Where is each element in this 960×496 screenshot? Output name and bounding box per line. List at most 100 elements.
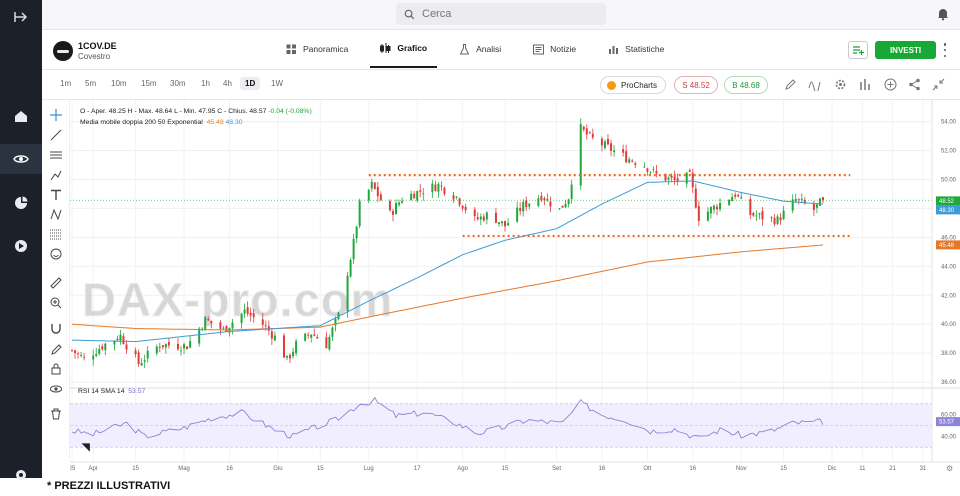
sell-button[interactable]: S 48.52 <box>674 76 718 94</box>
visibility-icon[interactable] <box>50 383 62 395</box>
tab-panoramica[interactable]: Panoramica <box>276 30 358 68</box>
expand-menu-icon[interactable] <box>0 2 42 32</box>
candle-body <box>525 200 528 208</box>
candle <box>431 179 434 199</box>
timeframe-15m[interactable]: 15m <box>141 79 157 88</box>
candle <box>373 181 376 190</box>
candle <box>791 194 794 214</box>
candle <box>83 353 86 361</box>
invest-button[interactable]: INVESTI <box>875 41 936 59</box>
candle <box>388 199 391 212</box>
candle-body <box>379 194 382 201</box>
tab-statistiche[interactable]: Statistiche <box>598 30 674 68</box>
timeframe-30m[interactable]: 30m <box>170 79 186 88</box>
candle-body <box>270 331 273 339</box>
candle <box>379 191 382 201</box>
candle-body <box>479 216 482 220</box>
procharts-button[interactable]: ProCharts <box>600 76 666 94</box>
candle-body <box>628 159 631 163</box>
trendline-icon[interactable] <box>50 129 62 141</box>
indicators-icon[interactable] <box>808 78 821 91</box>
candle <box>376 181 379 203</box>
candle-body <box>210 320 213 324</box>
chart-toolbar: 1m 5m 10m 15m 30m 1h 4h 1D 1W ProCharts S 48.52 … <box>42 70 960 100</box>
candle-body <box>116 338 119 341</box>
candle <box>355 225 358 244</box>
add-icon[interactable] <box>884 78 897 91</box>
candle-body <box>243 309 246 314</box>
crosshair-icon[interactable] <box>50 109 62 121</box>
axis-settings-icon[interactable]: ⚙ <box>946 464 953 473</box>
ruler-icon[interactable] <box>50 277 62 289</box>
candle-body <box>752 212 755 216</box>
settings-icon[interactable] <box>0 458 42 488</box>
instrument-name: Covestro <box>78 52 111 61</box>
home-icon[interactable] <box>0 101 42 131</box>
candle <box>588 131 591 134</box>
candle-body <box>77 353 80 355</box>
candle <box>540 191 543 203</box>
news-icon <box>533 44 545 54</box>
pattern-tool-icon[interactable] <box>50 208 62 220</box>
y-tick-label: 46.00 <box>941 235 957 241</box>
tab-grafico[interactable]: Grafico <box>370 30 438 68</box>
candle-body <box>688 170 691 172</box>
fibonacci-icon[interactable] <box>50 228 62 240</box>
chart-settings-icon[interactable] <box>834 78 847 91</box>
zoom-in-icon[interactable] <box>50 297 62 309</box>
collapse-icon[interactable] <box>932 78 945 91</box>
candle <box>304 332 307 342</box>
candle-body <box>286 355 288 358</box>
draw-pencil-icon[interactable] <box>784 78 797 91</box>
candle-body <box>691 172 694 188</box>
candle-body <box>606 138 609 145</box>
add-to-watchlist-button[interactable] <box>848 41 868 59</box>
chart-type-icon[interactable] <box>859 78 872 91</box>
tab-notizie[interactable]: Notizie <box>523 30 586 68</box>
bell-icon[interactable] <box>936 7 950 21</box>
candle-body <box>413 193 416 199</box>
instrument-logo <box>53 41 73 61</box>
timeframe-1m[interactable]: 1m <box>60 79 72 88</box>
text-tool-icon[interactable] <box>50 189 62 201</box>
timeframe-5m[interactable]: 5m <box>85 79 97 88</box>
y-tick-label: 54.00 <box>941 120 957 126</box>
price-badge: 48.30 <box>936 205 960 215</box>
timeframe-4h[interactable]: 4h <box>223 79 232 88</box>
candle <box>349 257 352 278</box>
timeframe-1d[interactable]: 1D <box>240 77 261 90</box>
candle-body <box>776 216 779 224</box>
share-icon[interactable] <box>908 78 921 91</box>
search-icon <box>404 9 415 19</box>
path-tool-icon[interactable] <box>50 169 62 181</box>
x-tick-label: 17 <box>414 466 421 472</box>
discover-icon[interactable] <box>0 231 42 261</box>
candle-body <box>685 172 688 184</box>
price-chart[interactable]: DAX-pro.com 36.00 38.00 40.00 42.00 44.00 46.0… <box>70 100 960 476</box>
lock-pencil-icon[interactable] <box>50 343 62 355</box>
magnet-icon[interactable] <box>50 323 62 335</box>
buy-button[interactable]: B 48.68 <box>724 76 768 94</box>
candle-body <box>410 193 413 201</box>
watchlist-icon[interactable] <box>0 144 42 174</box>
candle <box>316 334 319 339</box>
search-input[interactable] <box>422 8 582 20</box>
candle <box>504 220 507 232</box>
timeframe-1h[interactable]: 1h <box>201 79 210 88</box>
candle <box>119 329 122 345</box>
candle <box>800 193 803 203</box>
tab-analisi[interactable]: Analisi <box>449 30 511 68</box>
candle <box>585 124 588 140</box>
emoji-icon[interactable] <box>50 248 62 260</box>
candle-body <box>398 202 401 205</box>
lock-icon[interactable] <box>50 363 62 375</box>
more-options-icon[interactable] <box>942 43 948 57</box>
search-box[interactable] <box>396 3 606 25</box>
timeframe-1w[interactable]: 1W <box>271 79 283 88</box>
horizontal-lines-icon[interactable] <box>50 149 62 161</box>
trash-icon[interactable] <box>50 408 62 420</box>
candle-body <box>289 354 292 359</box>
chart-canvas[interactable]: DAX-pro.com 36.00 38.00 40.00 42.00 44.00 46.0… <box>70 100 960 476</box>
portfolio-icon[interactable] <box>0 188 42 218</box>
timeframe-10m[interactable]: 10m <box>111 79 127 88</box>
